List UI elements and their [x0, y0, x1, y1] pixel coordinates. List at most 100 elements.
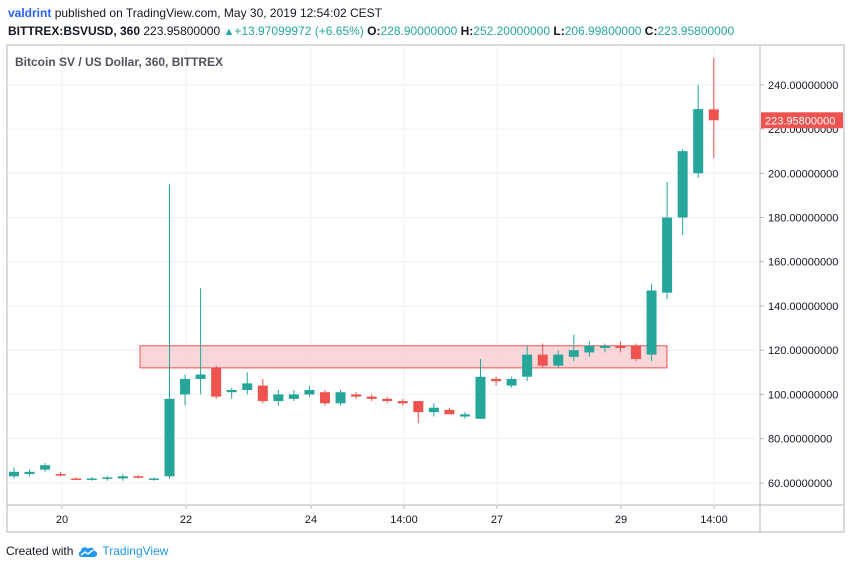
candle-body [9, 471, 19, 477]
candle-body [553, 354, 564, 366]
candle-body [677, 151, 688, 218]
publish-info: valdrint published on TradingView.com, M… [8, 6, 382, 20]
candle-body [40, 465, 51, 470]
price-axis: 60.00000000 80.00000000 100.00000000 120.00… [760, 80, 838, 490]
highlight-zone-rect [139, 345, 668, 369]
candle [662, 182, 673, 300]
candle-body [242, 383, 253, 390]
candle [102, 476, 113, 481]
candle-body [320, 392, 330, 404]
candle-body [273, 394, 284, 402]
close-value: 223.95800000 [657, 24, 735, 38]
chart-frame [6, 44, 845, 533]
candle [164, 184, 175, 479]
candle-body [102, 477, 113, 479]
ohlc-header: BITTREX:BSVUSD, 360 223.95800000 ▲+13.97… [8, 24, 734, 38]
y-tick-label: 240.00000000 [768, 80, 838, 92]
candle-body [382, 398, 393, 402]
candle-body [708, 109, 719, 121]
candle-body [335, 392, 346, 404]
candle-body [662, 217, 673, 293]
y-tick-label: 60.00000000 [768, 478, 832, 490]
candle [117, 474, 128, 481]
y-tick-label: 160.00000000 [768, 257, 838, 269]
candle-body [133, 476, 144, 478]
candle [584, 341, 595, 357]
resistance-zone [139, 345, 668, 369]
candle [242, 372, 253, 395]
candle [677, 148, 688, 236]
candle-body [537, 354, 548, 366]
candle [708, 57, 719, 158]
symbol-label: BITTREX:BSVUSD, 360 [8, 24, 141, 38]
x-tick-label: 27 [491, 514, 503, 526]
candle [351, 392, 362, 399]
open-label: O: [367, 24, 381, 38]
candle [9, 467, 19, 479]
author-name[interactable]: valdrint [8, 6, 52, 20]
candle-body [71, 478, 82, 480]
candle [335, 390, 346, 406]
candle [568, 334, 579, 362]
candle [475, 359, 486, 419]
x-tick-label: 14:00 [390, 514, 418, 526]
low-label: L: [553, 24, 565, 38]
candle [693, 84, 704, 178]
candle-body [55, 474, 66, 476]
candle-body [226, 390, 237, 393]
candle-body [24, 471, 35, 475]
candle [71, 477, 82, 480]
candle [180, 374, 191, 406]
candle-body [304, 390, 315, 395]
candle [444, 407, 455, 415]
time-axis: 20 22 24 14:00 27 29 14:00 [56, 505, 728, 526]
candle-body [459, 414, 470, 417]
candle-body [568, 350, 579, 357]
candle-body [211, 367, 222, 397]
candle [646, 283, 657, 362]
candle [428, 403, 439, 417]
candle-body [693, 109, 704, 174]
candle [288, 390, 299, 402]
candle [148, 477, 159, 481]
y-tick-label: 180.00000000 [768, 213, 838, 225]
x-tick-label: 24 [305, 514, 317, 526]
last-price-tag-label: 223.95800000 [765, 115, 835, 127]
candle-body [351, 394, 362, 397]
last-price-tag: 223.95800000 [761, 112, 843, 129]
candle-body [599, 345, 610, 348]
candle [257, 378, 268, 404]
candle-body [257, 385, 268, 402]
candle-body [117, 476, 128, 479]
candle [413, 401, 424, 424]
candle-body [366, 396, 377, 399]
candle-body [148, 478, 159, 480]
candle [273, 390, 284, 406]
candle-body [584, 345, 595, 353]
tradingview-logo[interactable]: TradingView [77, 544, 168, 558]
candle [599, 343, 610, 353]
candle [304, 385, 315, 397]
price-chart[interactable]: 60.00000000 80.00000000 100.00000000 120.00… [0, 44, 852, 540]
x-tick-label: 29 [615, 514, 627, 526]
candles [9, 57, 719, 481]
x-tick-label: 20 [56, 514, 68, 526]
up-triangle-icon: ▲ [223, 26, 235, 38]
candle [86, 477, 97, 481]
candle [537, 343, 548, 368]
published-text: published on TradingView.com, May 30, 20… [54, 6, 383, 20]
candle [397, 398, 408, 406]
y-tick-label: 200.00000000 [768, 168, 838, 180]
candle [382, 396, 393, 404]
candle [40, 462, 51, 472]
candle-body [522, 354, 533, 377]
created-with-text: Created with [6, 544, 74, 558]
candle [506, 376, 517, 388]
y-tick-label: 220.00000000 [768, 124, 838, 136]
candle-body [397, 401, 408, 404]
candle-body [195, 374, 206, 379]
y-tick-label: 100.00000000 [768, 389, 838, 401]
candle [320, 390, 330, 406]
x-tick-label: 14:00 [700, 514, 728, 526]
open-value: 228.90000000 [380, 24, 458, 38]
